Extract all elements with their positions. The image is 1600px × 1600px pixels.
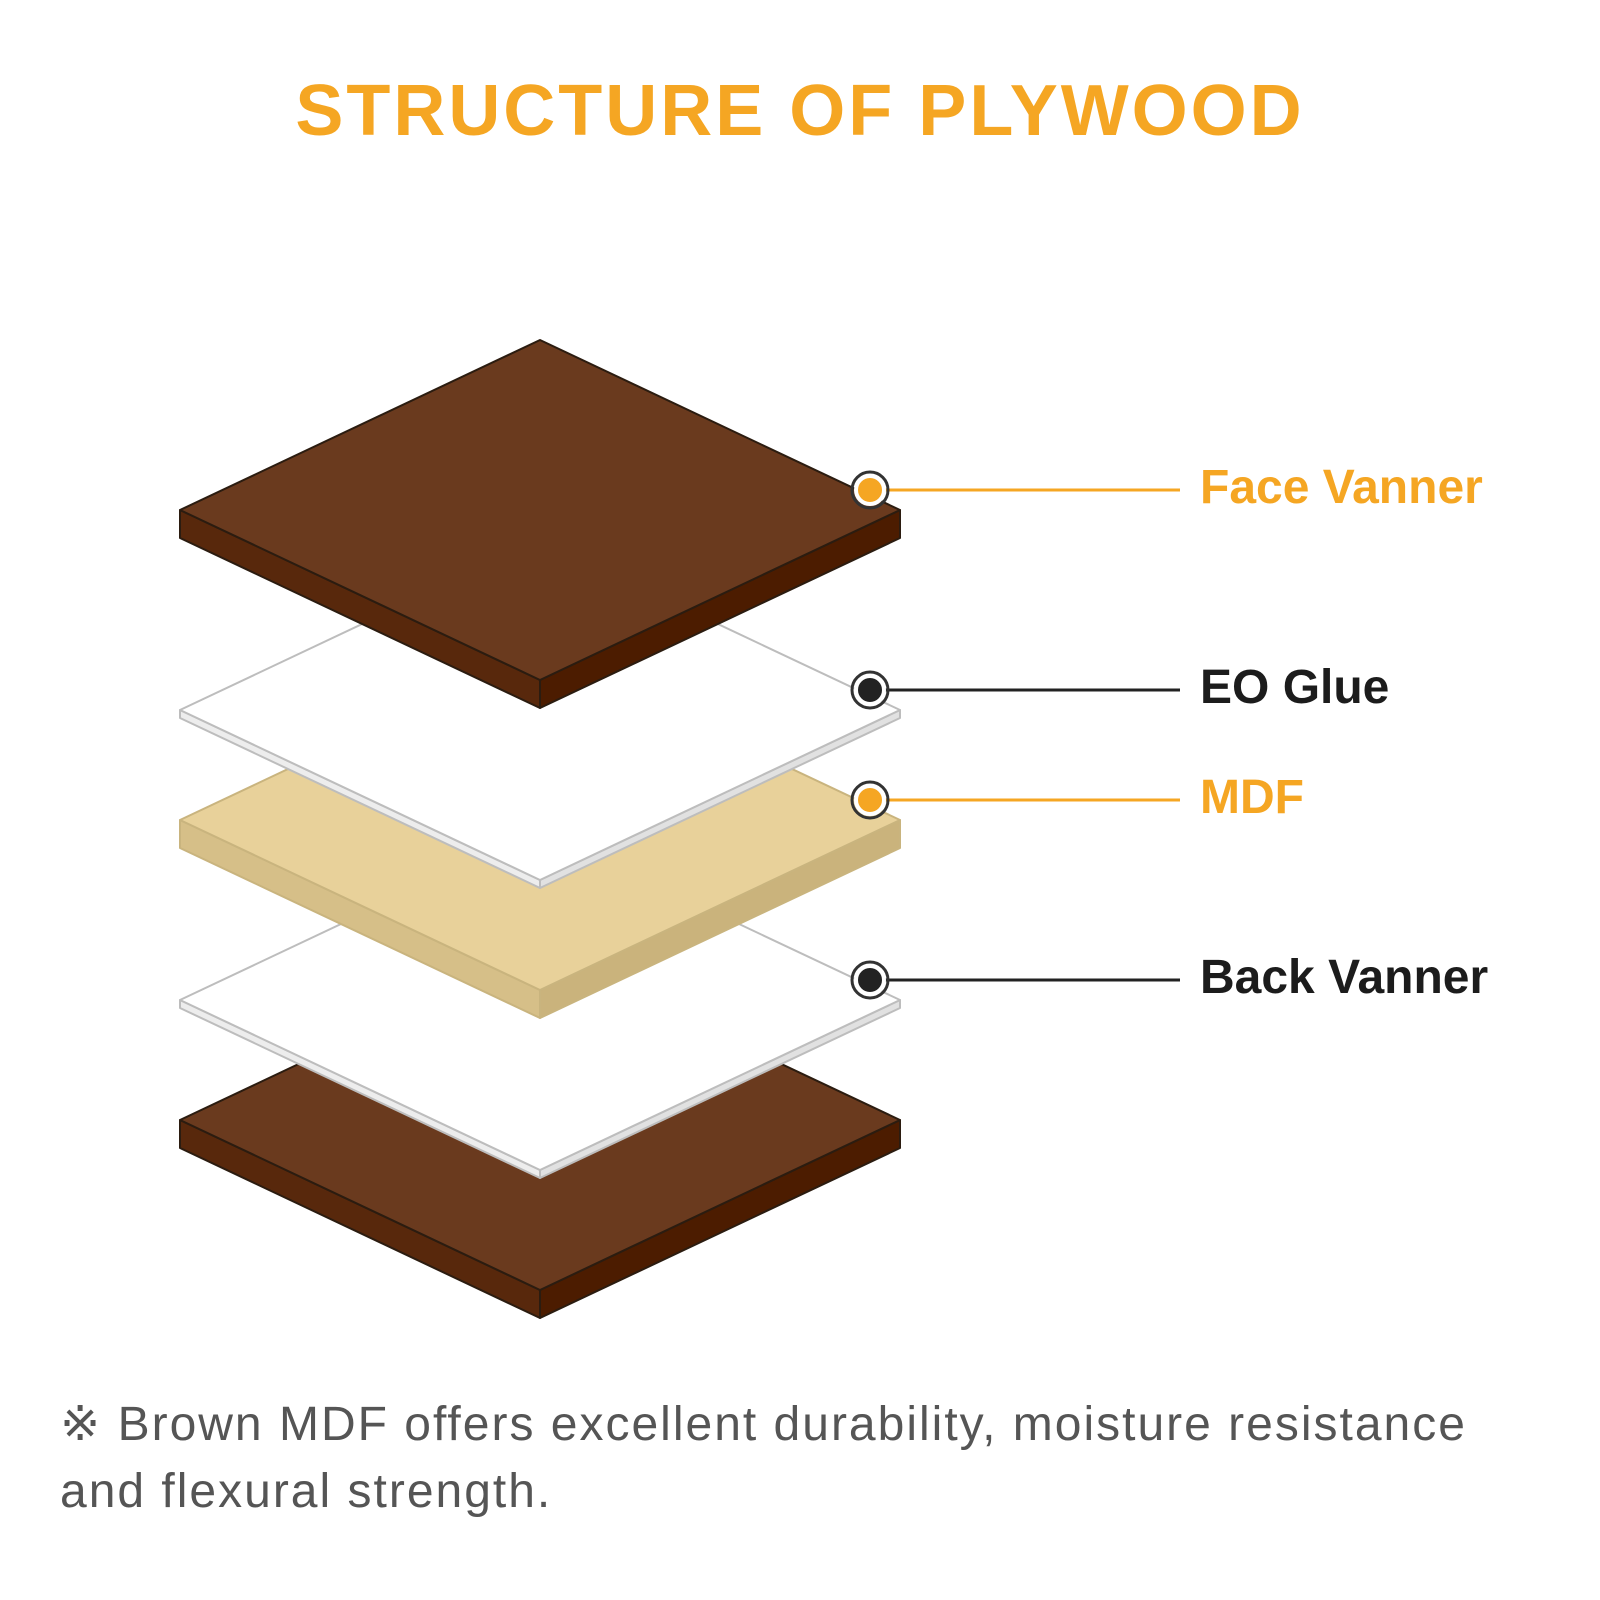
layer-face-vanner	[180, 340, 900, 708]
page-title: STRUCTURE OF PLYWOOD	[0, 70, 1600, 152]
callout-dot-back-vanner-glue	[856, 966, 884, 994]
footnote-text: ※ Brown MDF offers excellent durability,…	[60, 1391, 1540, 1525]
footnote-marker: ※	[60, 1398, 102, 1451]
callout-dot-eo-glue	[856, 676, 884, 704]
layer-label-mdf: MDF	[1200, 770, 1304, 825]
layer-label-face-vanner: Face Vanner	[1200, 460, 1483, 515]
layer-label-back-vanner-glue: Back Vanner	[1200, 950, 1488, 1005]
plywood-exploded-diagram	[0, 230, 1600, 1330]
footnote-body: Brown MDF offers excellent durability, m…	[60, 1398, 1467, 1518]
infographic-container: STRUCTURE OF PLYWOOD Face Vanner EO Glue M…	[0, 0, 1600, 1600]
callout-dot-face-vanner	[856, 476, 884, 504]
callout-dot-mdf	[856, 786, 884, 814]
layer-label-eo-glue: EO Glue	[1200, 660, 1389, 715]
